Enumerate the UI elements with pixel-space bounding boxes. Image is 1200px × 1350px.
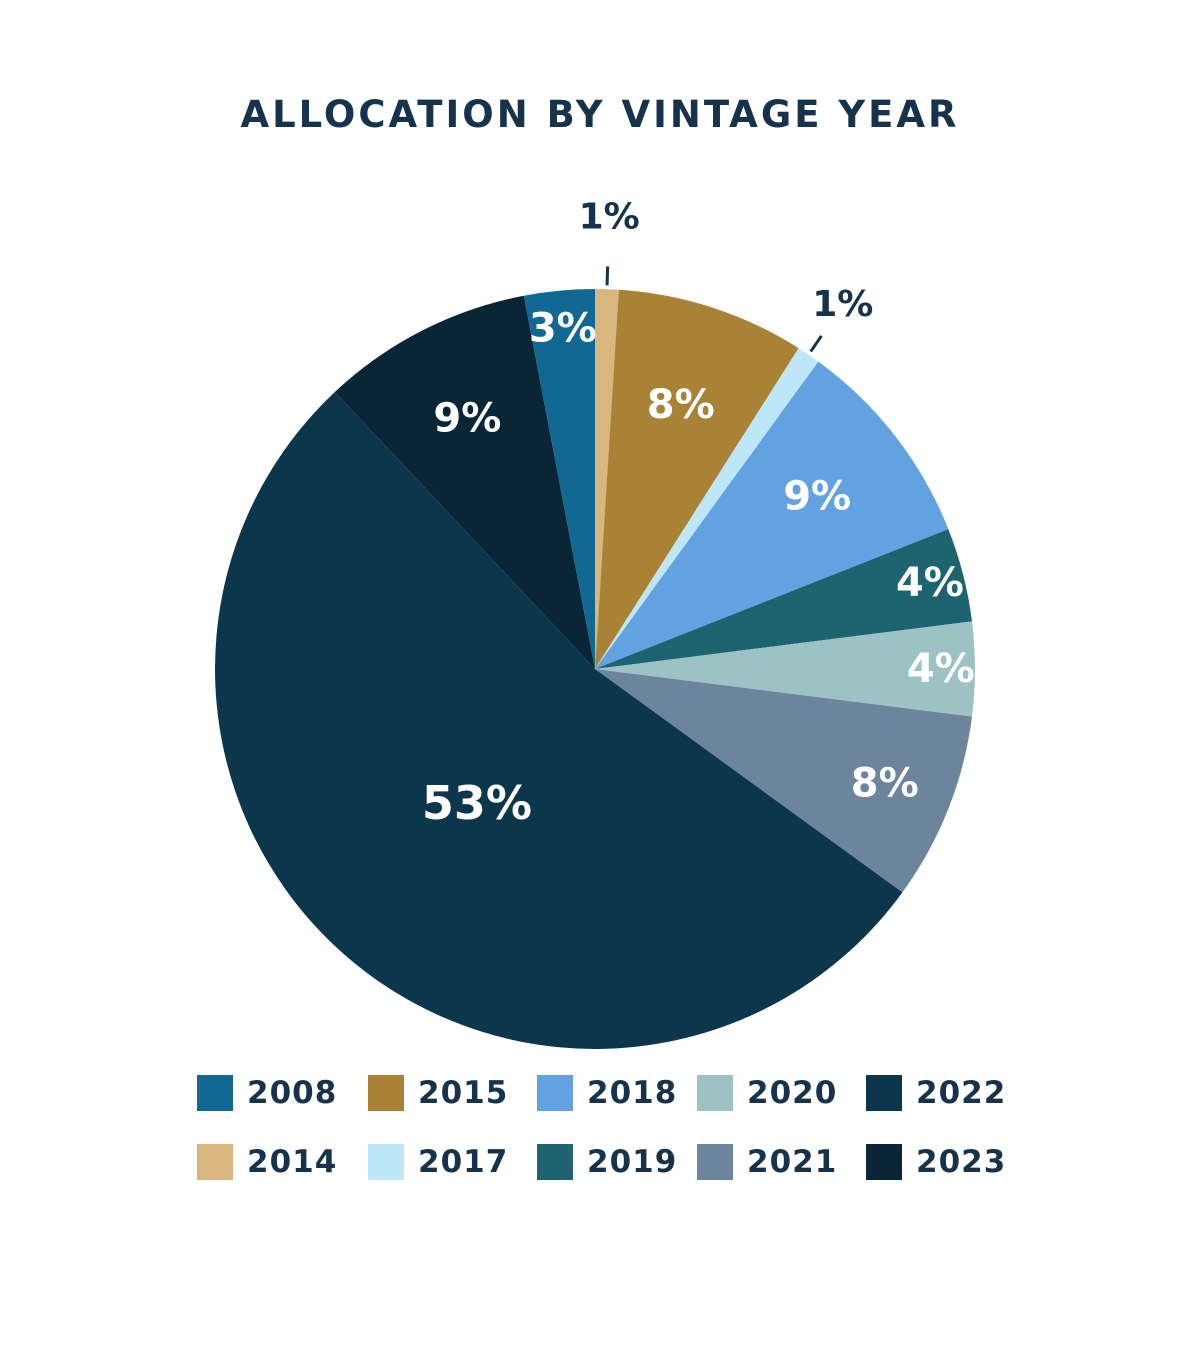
pie-slice-2014 bbox=[595, 289, 619, 669]
slice-label-2021: 8% bbox=[851, 761, 919, 807]
slice-label-2008: 3% bbox=[529, 306, 597, 352]
pie-slice-2023 bbox=[334, 295, 595, 669]
legend-swatch bbox=[368, 1075, 404, 1111]
legend-label: 2008 bbox=[247, 1075, 338, 1111]
pie-slice-2021 bbox=[595, 669, 972, 893]
pie-slice-2018 bbox=[595, 361, 949, 669]
slice-label-2019: 4% bbox=[896, 560, 964, 606]
legend-label: 2017 bbox=[418, 1144, 509, 1180]
legend-swatch bbox=[866, 1144, 902, 1180]
slice-label-2017: 1% bbox=[812, 284, 873, 325]
legend-swatch bbox=[197, 1144, 233, 1180]
slice-label-2015: 8% bbox=[647, 382, 715, 428]
legend-label: 2018 bbox=[587, 1075, 678, 1111]
slice-label-2023: 9% bbox=[433, 395, 501, 441]
legend-swatch bbox=[368, 1144, 404, 1180]
pie-slice-2019 bbox=[595, 529, 972, 669]
legend-swatch bbox=[866, 1075, 902, 1111]
slice-label-2022: 53% bbox=[422, 776, 532, 830]
legend-label: 2022 bbox=[916, 1075, 1007, 1111]
leader-line-2017 bbox=[809, 335, 823, 353]
legend-label: 2014 bbox=[247, 1144, 338, 1180]
legend-label: 2021 bbox=[747, 1144, 838, 1180]
pie-slice-2017 bbox=[595, 348, 819, 669]
leader-line-2014 bbox=[605, 266, 610, 286]
legend-swatch bbox=[697, 1075, 733, 1111]
pie-slice-2008 bbox=[523, 289, 595, 669]
legend-swatch bbox=[537, 1144, 573, 1180]
legend-label: 2020 bbox=[747, 1075, 838, 1111]
legend-label: 2019 bbox=[587, 1144, 678, 1180]
slice-label-2014: 1% bbox=[579, 197, 640, 238]
legend-swatch bbox=[697, 1144, 733, 1180]
pie-slice-2015 bbox=[595, 289, 799, 669]
legend-swatch bbox=[197, 1075, 233, 1111]
slice-label-2018: 9% bbox=[783, 474, 851, 520]
chart-title: ALLOCATION BY VINTAGE YEAR bbox=[240, 93, 960, 136]
pie-slice-2022 bbox=[215, 391, 903, 1049]
pie-slice-2020 bbox=[595, 621, 975, 717]
legend-label: 2015 bbox=[418, 1075, 509, 1111]
legend-label: 2023 bbox=[916, 1144, 1007, 1180]
slice-label-2020: 4% bbox=[907, 646, 975, 692]
legend-swatch bbox=[537, 1075, 573, 1111]
